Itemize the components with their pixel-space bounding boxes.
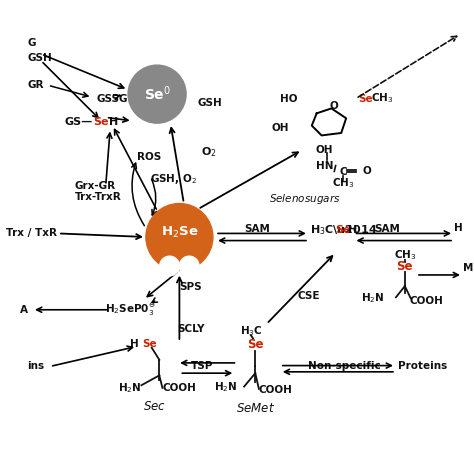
Text: COOH: COOH: [163, 383, 196, 393]
Text: ins: ins: [27, 362, 45, 372]
Circle shape: [128, 65, 186, 123]
Circle shape: [160, 256, 179, 276]
Text: H$_2$SeP0$_3^{\ominus}$: H$_2$SeP0$_3^{\ominus}$: [105, 302, 155, 318]
Text: GSH, O$_2$: GSH, O$_2$: [150, 172, 197, 186]
Text: SAM: SAM: [374, 224, 400, 234]
Text: OH: OH: [271, 123, 289, 133]
Text: H$_2$N: H$_2$N: [118, 381, 141, 395]
Text: SPS: SPS: [179, 282, 202, 292]
Text: COOH: COOH: [259, 385, 293, 395]
Text: CH$_3$: CH$_3$: [371, 91, 394, 106]
Text: TSP: TSP: [191, 362, 213, 372]
Text: GSSG: GSSG: [97, 93, 128, 104]
Text: H: H: [454, 223, 463, 233]
Text: C: C: [339, 167, 347, 177]
Text: H$_3$C\u2014: H$_3$C\u2014: [310, 223, 378, 237]
Text: $\it{Sec}$: $\it{Sec}$: [143, 400, 166, 413]
Text: Se: Se: [247, 337, 264, 351]
Text: CSE: CSE: [298, 291, 320, 301]
Text: M: M: [463, 263, 473, 273]
Text: H$_2$N: H$_2$N: [214, 381, 237, 394]
Text: $\it{SeMet}$: $\it{SeMet}$: [236, 402, 275, 415]
Text: GR: GR: [27, 80, 44, 90]
Text: H$_3$C: H$_3$C: [239, 324, 262, 337]
Text: GSH: GSH: [27, 54, 52, 64]
Text: $\it{Selenosugars}$: $\it{Selenosugars}$: [269, 192, 340, 206]
Text: Proteins: Proteins: [398, 361, 447, 371]
Text: OH: OH: [316, 145, 333, 155]
Text: Se: Se: [358, 93, 373, 104]
Text: H: H: [348, 225, 357, 235]
Text: O: O: [363, 166, 371, 176]
Text: O: O: [329, 101, 338, 111]
Text: O$_2$: O$_2$: [201, 145, 216, 159]
Text: Se: Se: [397, 260, 413, 273]
Circle shape: [146, 203, 213, 271]
Text: HO: HO: [280, 93, 298, 104]
Circle shape: [179, 256, 199, 276]
Text: CH$_3$: CH$_3$: [393, 248, 416, 262]
Text: A: A: [19, 305, 27, 315]
Text: GSH: GSH: [197, 98, 222, 108]
Text: GS—: GS—: [64, 117, 92, 127]
Text: G: G: [27, 38, 36, 48]
Text: H: H: [109, 117, 118, 127]
Text: COOH: COOH: [410, 296, 443, 306]
Text: Grx-GR: Grx-GR: [74, 181, 116, 191]
Text: ROS: ROS: [137, 152, 161, 162]
Text: Se: Se: [93, 117, 109, 127]
Text: Non-specific: Non-specific: [308, 361, 381, 371]
Text: Trx-TrxR: Trx-TrxR: [74, 192, 121, 202]
Text: HN: HN: [316, 161, 333, 171]
Text: SCLY: SCLY: [177, 324, 204, 334]
Text: H$_2$N: H$_2$N: [361, 291, 385, 305]
Text: Se: Se: [142, 339, 157, 349]
Text: Se: Se: [336, 225, 351, 235]
Text: Trx / TxR: Trx / TxR: [6, 228, 56, 238]
Text: SAM: SAM: [245, 224, 271, 234]
Text: Se$^0$: Se$^0$: [144, 85, 171, 103]
Text: H$_2$Se: H$_2$Se: [161, 225, 198, 240]
Text: CH$_3$: CH$_3$: [332, 176, 355, 191]
Text: H: H: [130, 339, 139, 349]
